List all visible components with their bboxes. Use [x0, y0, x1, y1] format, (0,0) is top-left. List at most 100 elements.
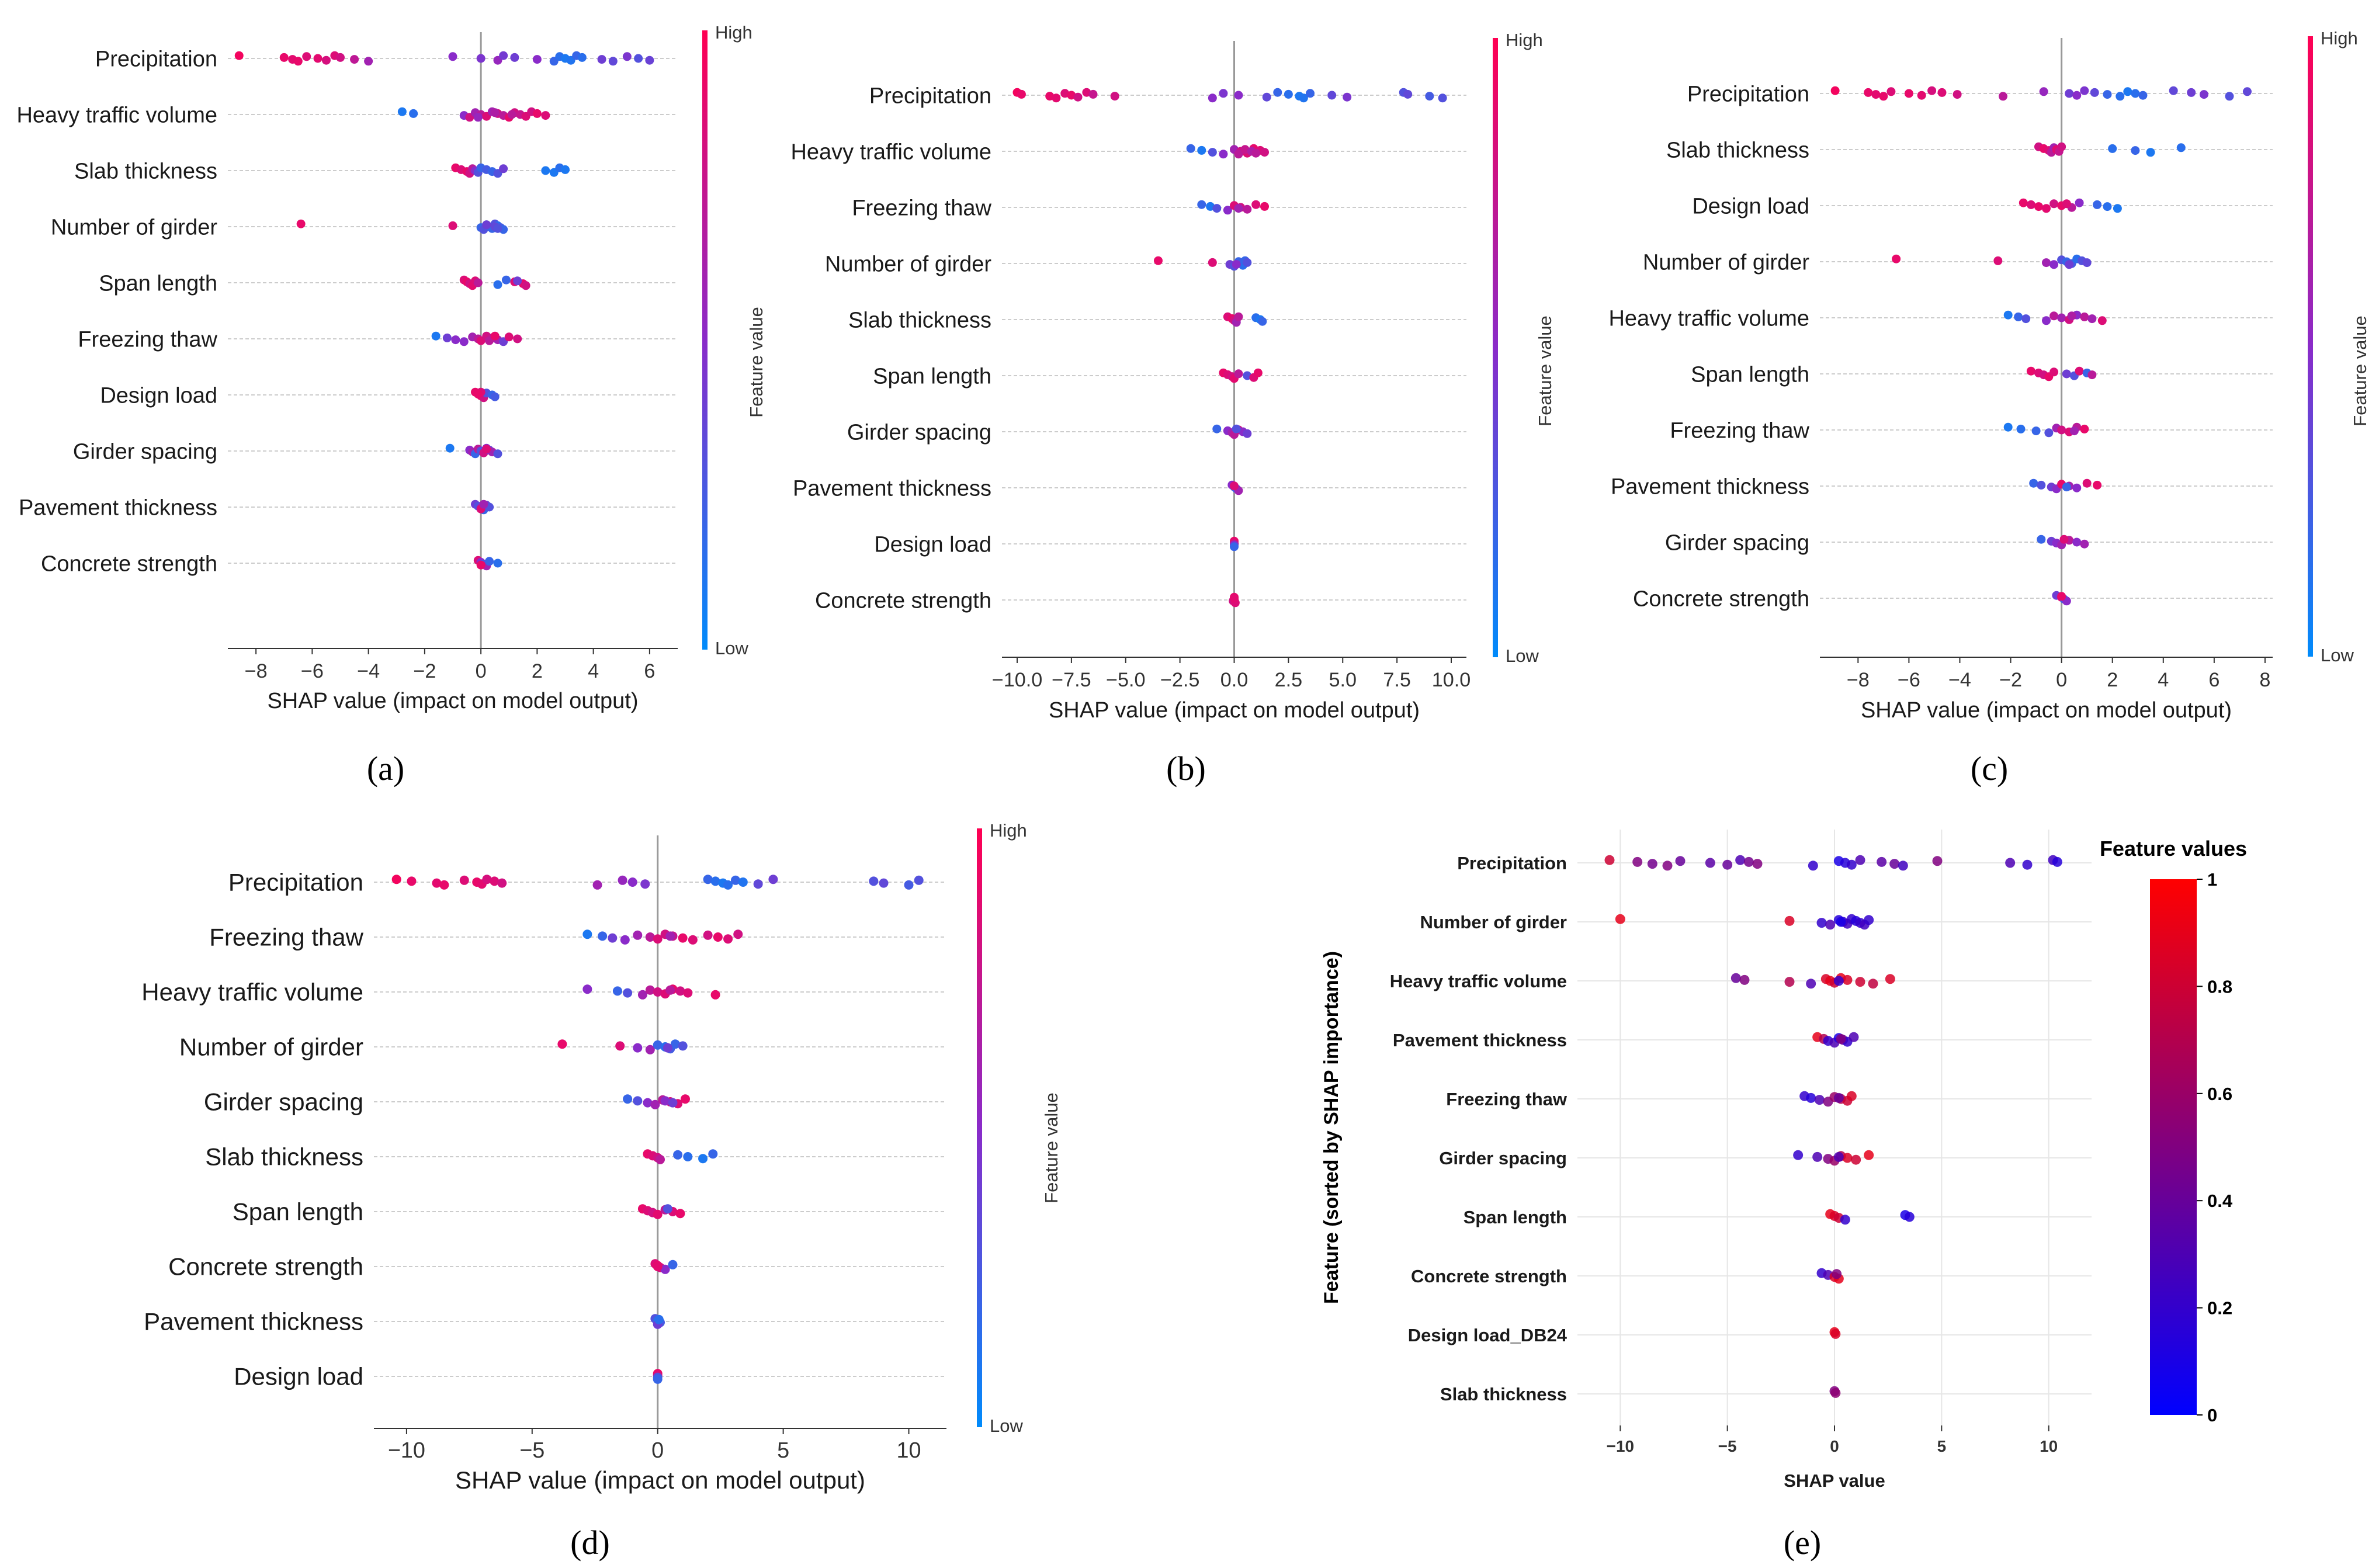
shap-point — [660, 1264, 670, 1274]
shap-point — [2003, 422, 2013, 432]
shap-point — [663, 1043, 672, 1053]
shap-point — [2072, 537, 2082, 547]
x-axis-label: SHAP value (impact on model output) — [455, 1466, 865, 1494]
shap-point — [2123, 87, 2132, 96]
shap-point — [2080, 86, 2089, 95]
shap-point — [532, 109, 542, 118]
x-tick-label: 0 — [2056, 669, 2067, 691]
shap-point — [645, 55, 654, 65]
shap-point — [407, 876, 417, 886]
shap-point — [665, 931, 675, 941]
x-tick-label: −4 — [357, 660, 380, 682]
feature-label: Heavy traffic volume — [16, 103, 217, 127]
shap-point — [683, 988, 693, 998]
shap-point — [653, 1374, 663, 1384]
shap-point — [683, 1152, 693, 1161]
x-tick-label: −6 — [301, 660, 324, 682]
x-tick-label: 5.0 — [1329, 669, 1357, 691]
shap-point — [2146, 148, 2155, 157]
shap-point — [2042, 316, 2051, 325]
shap-point — [1197, 145, 1206, 155]
colorbar-title: Feature value — [1535, 315, 1555, 426]
shap-point — [532, 55, 542, 64]
shap-point — [1073, 92, 1083, 102]
colorbar-low-label: Low — [990, 1416, 1023, 1436]
x-tick-label: −2 — [413, 660, 436, 682]
shap-panel-d: (d) Precipitation Freezing thaw Heavy traf… — [141, 820, 1062, 1562]
shap-point — [612, 986, 622, 996]
shap-point — [2116, 92, 2125, 101]
shap-point — [627, 877, 637, 887]
shap-point — [2057, 592, 2066, 601]
shap-point — [1604, 855, 1615, 865]
x-tick-label: −10.0 — [992, 669, 1043, 691]
shap-point — [1833, 976, 1844, 986]
shap-point — [650, 1099, 660, 1109]
x-tick-label: −7.5 — [1052, 669, 1091, 691]
shap-panel-a: (a) Precipitation Heavy traffic volume Sla… — [16, 22, 767, 788]
x-tick-label: −8 — [245, 660, 268, 682]
shap-point — [321, 55, 331, 65]
shap-point — [2093, 480, 2102, 490]
shap-point — [2005, 858, 2016, 868]
shap-point — [2242, 87, 2252, 96]
shap-point — [507, 110, 516, 119]
shap-point — [623, 1094, 633, 1104]
colorbar-title: Feature value — [1041, 1092, 1062, 1203]
shap-point — [493, 558, 502, 568]
shap-point — [1937, 88, 1947, 97]
shap-point — [653, 987, 663, 997]
feature-label: Precipitation — [1687, 82, 1809, 106]
shap-point — [1230, 594, 1239, 603]
shap-point — [1898, 861, 1908, 871]
colorbar-tick-label: 0.6 — [2207, 1084, 2232, 1104]
shap-point — [673, 1150, 683, 1160]
shap-point — [2042, 258, 2051, 268]
shap-point — [1219, 150, 1228, 159]
shap-point — [1632, 856, 1643, 867]
feature-label: Concrete strength — [815, 588, 991, 613]
shap-point — [698, 1154, 708, 1164]
shap-point — [1808, 861, 1818, 871]
shap-point — [2169, 86, 2178, 95]
y-axis-label: Feature (sorted by SHAP importance) — [1320, 951, 1343, 1304]
x-tick-label: −2 — [1999, 669, 2022, 691]
shap-point — [1864, 1150, 1874, 1160]
shap-point — [688, 935, 698, 945]
shap-point — [645, 1045, 655, 1054]
shap-point — [1849, 1032, 1859, 1042]
shap-point — [1864, 88, 1873, 97]
shap-point — [482, 445, 491, 454]
shap-point — [633, 1096, 643, 1106]
shap-point — [513, 334, 522, 344]
panel-label-d: (d) — [570, 1524, 610, 1562]
shap-point — [439, 880, 449, 890]
feature-label: Pavement thickness — [1611, 474, 1809, 499]
colorbar-tick-label: 1 — [2207, 869, 2217, 890]
colorbar — [977, 828, 982, 1427]
shap-point — [493, 449, 502, 459]
feature-label: Design load — [874, 532, 991, 557]
shap-point — [2049, 260, 2059, 269]
shap-point — [1855, 977, 1865, 987]
feature-label: Girder spacing — [204, 1088, 363, 1116]
shap-point — [768, 875, 778, 884]
x-tick-label: 10.0 — [1432, 669, 1471, 691]
x-tick-label: −8 — [1847, 669, 1870, 691]
colorbar-high-label: High — [990, 820, 1027, 841]
shap-point — [2176, 143, 2186, 152]
shap-point — [1299, 93, 1308, 103]
shap-point — [2022, 859, 2033, 870]
shap-point — [1253, 368, 1263, 377]
shap-point — [2080, 539, 2089, 549]
shap-point — [1731, 973, 1741, 983]
shap-point — [1998, 92, 2007, 101]
shap-point — [493, 224, 502, 233]
shap-point — [2062, 199, 2071, 209]
colorbar-title: Feature value — [746, 307, 767, 418]
shap-point — [490, 108, 500, 117]
shap-point — [1784, 977, 1795, 987]
shap-point — [1784, 915, 1795, 926]
shap-point — [1232, 260, 1241, 269]
